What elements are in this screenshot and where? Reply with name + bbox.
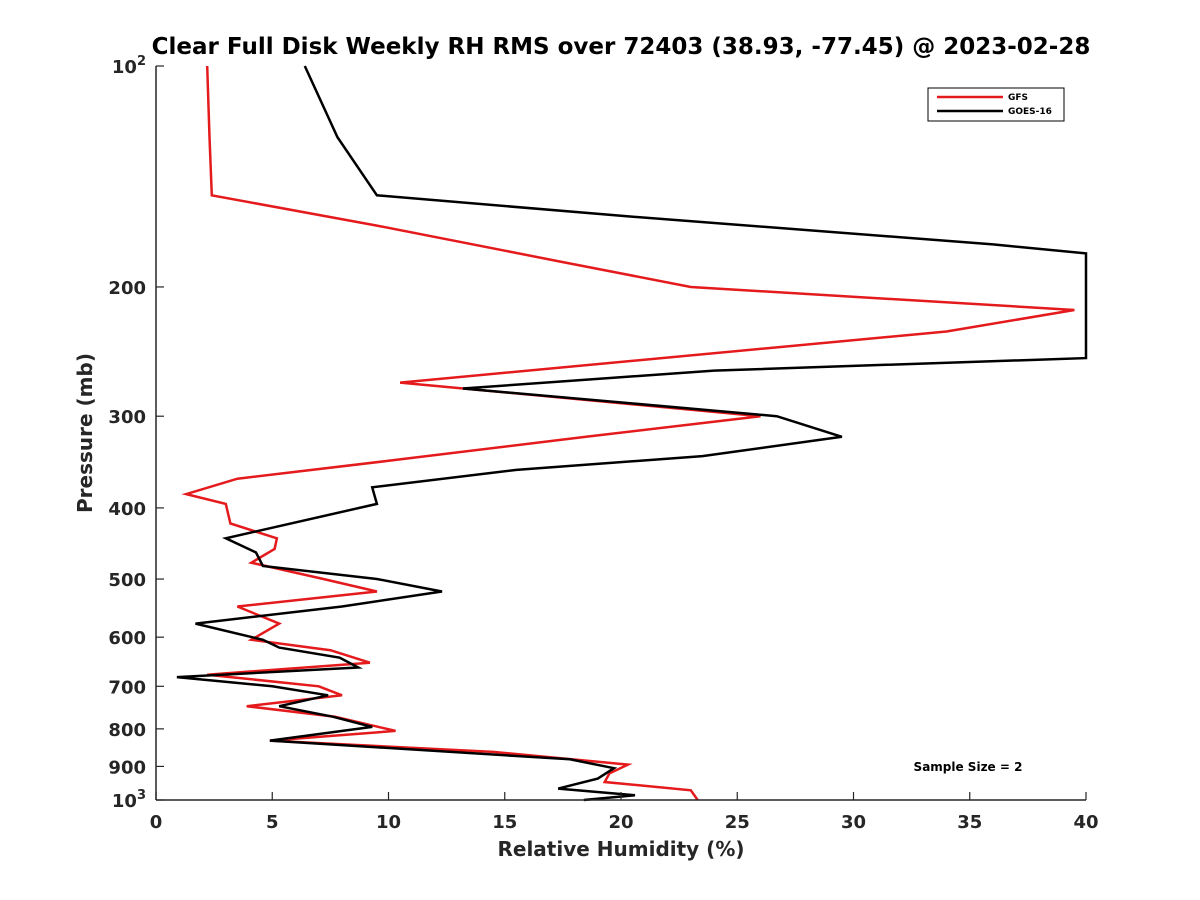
sample-size-annotation: Sample Size = 2 <box>914 760 1023 774</box>
y-tick-label: 900 <box>108 757 146 778</box>
x-tick-label: 15 <box>492 812 517 833</box>
chart-title: Clear Full Disk Weekly RH RMS over 72403… <box>152 34 1091 60</box>
x-tick-label: 20 <box>608 812 633 833</box>
y-axis-label: Pressure (mb) <box>73 353 97 513</box>
x-tick-label: 0 <box>150 812 163 833</box>
series-line-gfs <box>181 65 1075 801</box>
legend: GFS GOES-16 <box>927 87 1065 122</box>
y-tick-label: 102 <box>112 54 146 78</box>
ticks-layer: 0 5 10 15 20 25 30 35 40 102 200 300 400 500 600 700 800… <box>108 54 1098 833</box>
y-tick-label: 300 <box>108 407 146 428</box>
y-tick-label: 500 <box>108 570 146 591</box>
y-tick-label: 103 <box>112 788 146 812</box>
x-tick-label: 35 <box>957 812 982 833</box>
series-layer <box>176 65 1088 802</box>
y-tick-label: 400 <box>108 499 146 520</box>
x-tick-label: 5 <box>266 812 279 833</box>
y-tick-label: 700 <box>108 677 146 698</box>
x-tick-label: 30 <box>841 812 866 833</box>
y-tick-label: 600 <box>108 628 146 649</box>
x-axis-label: Relative Humidity (%) <box>497 837 744 861</box>
series-line-goes16 <box>176 65 1088 802</box>
y-tick-label: 800 <box>108 720 146 741</box>
legend-label-goes16: GOES-16 <box>1008 107 1052 117</box>
y-tick-label: 200 <box>108 278 146 299</box>
x-tick-label: 10 <box>376 812 401 833</box>
x-tick-label: 25 <box>725 812 750 833</box>
legend-box <box>927 87 1065 122</box>
legend-label-gfs: GFS <box>1008 93 1028 103</box>
x-tick-label: 40 <box>1073 812 1098 833</box>
